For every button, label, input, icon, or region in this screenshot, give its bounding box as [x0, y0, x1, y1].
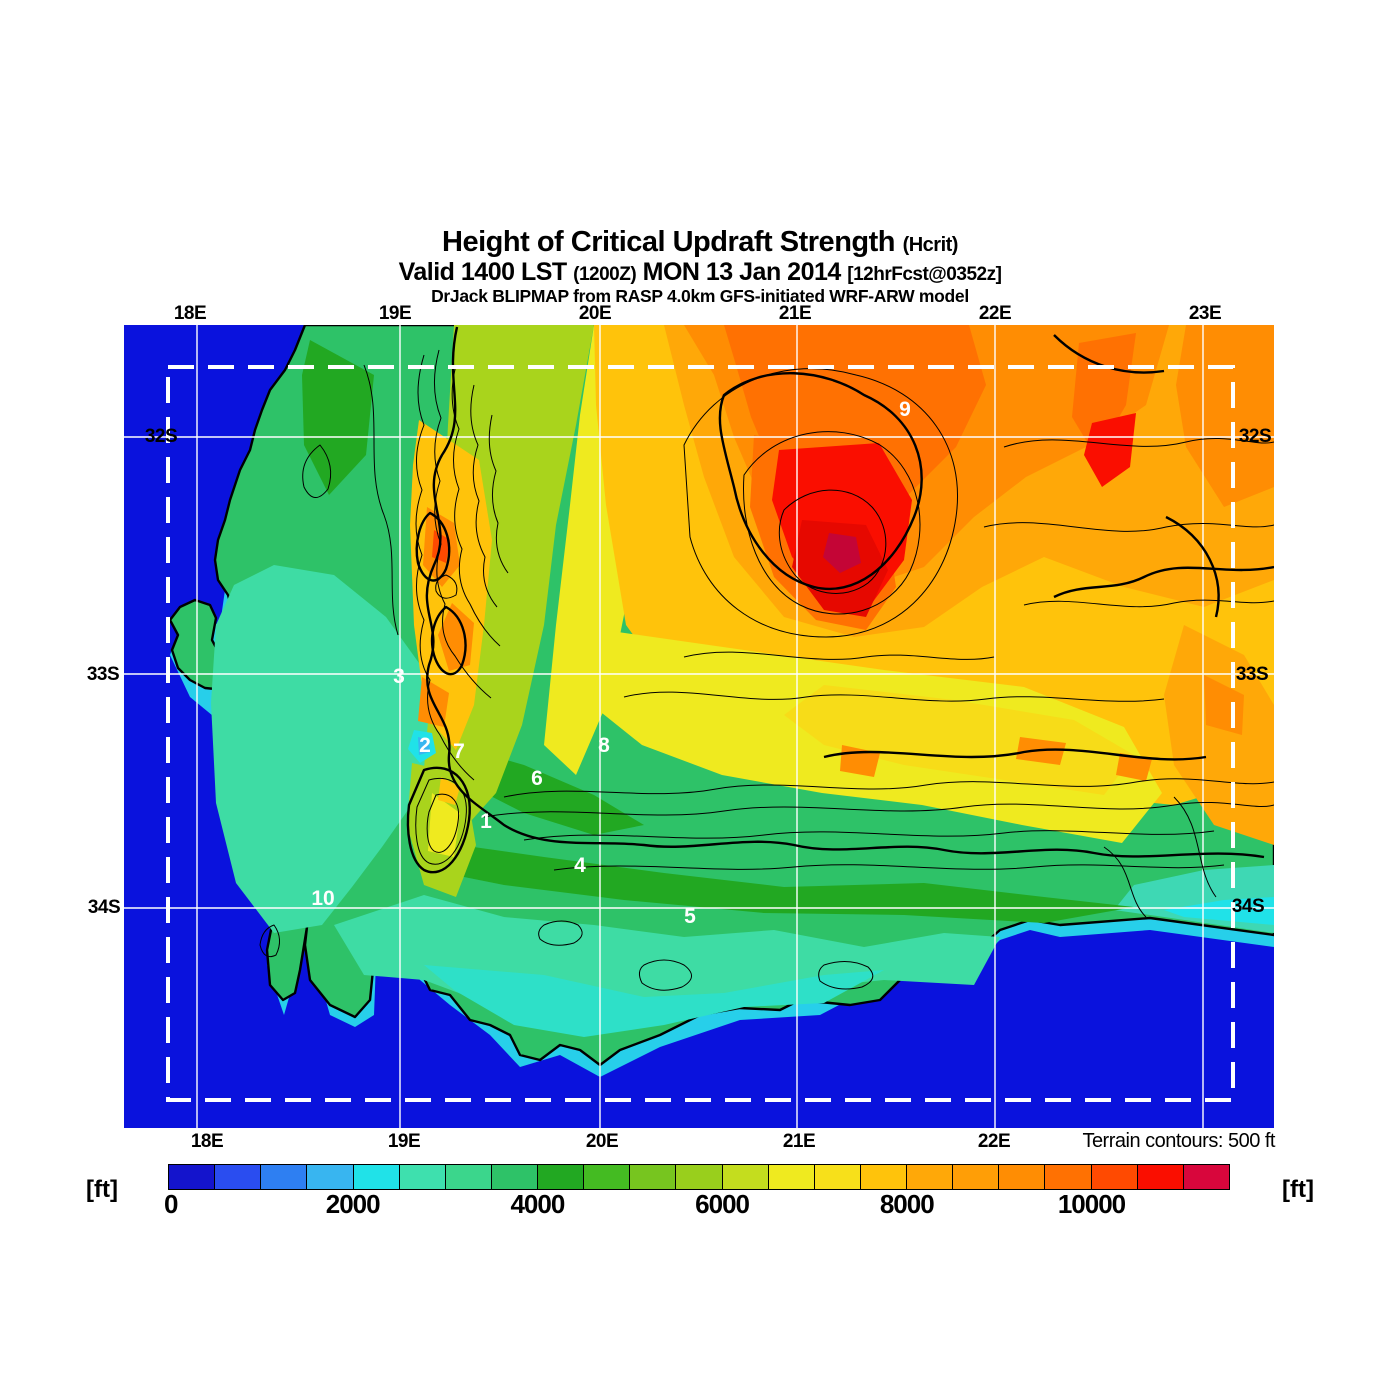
lon-label-top-18e: 18E	[173, 303, 207, 324]
colorbar-segment	[584, 1165, 631, 1189]
waypoint-label-4: 4	[574, 854, 586, 877]
fill-amber-right	[1164, 625, 1274, 845]
colorbar-segment	[953, 1165, 1000, 1189]
colorbar-tick-0: 0	[163, 1189, 179, 1219]
lat-label-left-32s: 32S	[144, 426, 178, 447]
title-suffix: (Hcrit)	[902, 234, 959, 256]
colorbar-segment	[676, 1165, 723, 1189]
fill-darkgreen-south	[424, 840, 1134, 923]
colorbar-unit-left: [ft]	[86, 1176, 118, 1203]
colorbar-segment	[491, 1165, 538, 1189]
colorbar-tick-8000: 8000	[879, 1189, 935, 1219]
terrain-contours-note: Terrain contours: 500 ft	[1082, 1130, 1275, 1152]
lat-label-left-33s: 33S	[86, 664, 120, 685]
colorbar-segment	[169, 1165, 216, 1189]
colorbar-ticks: 0 2000 4000 6000 8000 10000	[164, 1189, 1230, 1221]
colorbar-segment	[1045, 1165, 1092, 1189]
fill-gold-plain	[784, 685, 1134, 795]
model-line: DrJack BLIPMAP from RASP 4.0km GFS-initi…	[431, 285, 969, 306]
terrain-contours	[259, 349, 1274, 991]
colorbar-tick-6000: 6000	[695, 1189, 750, 1219]
lon-label-bottom-22e: 22E	[977, 1131, 1011, 1152]
waypoint-label-6: 6	[531, 767, 543, 790]
valid-zulu: (1200Z)	[573, 264, 637, 286]
map-svg	[124, 325, 1274, 1128]
valid-date: MON 13 Jan 2014	[642, 258, 842, 287]
model-domain-box	[166, 365, 1235, 1102]
fill-aqua-west	[211, 565, 432, 933]
colorbar-segment	[261, 1165, 308, 1189]
colorbar-segments	[168, 1164, 1230, 1190]
page-title: Height of Critical Updraft Strength (Hcr…	[0, 227, 1400, 257]
lon-label-top-23e: 23E	[1188, 303, 1222, 324]
title-main: Height of Critical Updraft Strength	[442, 226, 895, 258]
fill-orange-right	[1176, 325, 1274, 507]
lon-label-bottom-21e: 21E	[782, 1131, 816, 1152]
colorbar-segment	[630, 1165, 677, 1189]
colorbar-segment	[860, 1165, 907, 1189]
colorbar-segment	[1137, 1165, 1184, 1189]
valid-prefix: Valid 1400 LST	[398, 258, 568, 287]
lon-label-top-21e: 21E	[778, 303, 812, 324]
lat-label-right-32s: 32S	[1238, 426, 1272, 447]
waypoint-label-3: 3	[393, 665, 405, 688]
lon-label-top-19e: 19E	[378, 303, 412, 324]
waypoint-label-5: 5	[684, 905, 696, 928]
lon-label-bottom-18e: 18E	[190, 1131, 224, 1152]
lat-label-right-34s: 34S	[1231, 896, 1265, 917]
colorbar-tick-2000: 2000	[325, 1189, 381, 1219]
fill-cyan-south	[424, 965, 884, 1037]
valid-fcst: [12hrFcst@0352z]	[847, 264, 1002, 286]
fill-langeberg-3	[1116, 753, 1152, 781]
lon-label-bottom-20e: 20E	[585, 1131, 619, 1152]
forecast-map: 1 2 3 4 5 6 7 8 9 10	[124, 325, 1274, 1128]
graticule	[124, 325, 1274, 1128]
colorbar-tick-4000: 4000	[510, 1189, 565, 1219]
fill-maroon	[823, 533, 861, 573]
lon-label-top-22e: 22E	[978, 303, 1012, 324]
colorbar-segment	[353, 1165, 400, 1189]
colorbar-segment	[1091, 1165, 1138, 1189]
colorbar-segment	[722, 1165, 769, 1189]
waypoint-label-1: 1	[480, 810, 492, 833]
lon-label-bottom-19e: 19E	[387, 1131, 421, 1152]
colorbar-segment	[814, 1165, 861, 1189]
fill-cyan-se	[1164, 897, 1274, 925]
waypoint-label-8: 8	[598, 734, 610, 757]
fill-cederberg-gold	[410, 420, 492, 750]
colorbar-segment	[445, 1165, 492, 1189]
fill-red-ne	[1084, 413, 1136, 487]
fill-blue-wp2	[418, 737, 430, 755]
colorbar-segment	[399, 1165, 446, 1189]
colorbar-segment	[307, 1165, 354, 1189]
colorbar-segment	[907, 1165, 954, 1189]
colorbar-segment	[768, 1165, 815, 1189]
colorbar-segment	[215, 1165, 262, 1189]
colorbar-tick-10000: 10000	[1057, 1189, 1126, 1219]
lat-label-left-34s: 34S	[87, 897, 121, 918]
colorbar-segment	[1183, 1165, 1229, 1189]
fill-darkgreen-nw	[302, 340, 374, 495]
valid-line: Valid 1400 LST (1200Z) MON 13 Jan 2014 […	[0, 259, 1400, 285]
fill-redorange-ne	[1072, 333, 1136, 457]
colorbar-segment	[999, 1165, 1046, 1189]
colorbar-unit-right: [ft]	[1282, 1176, 1314, 1203]
fill-boland-gold	[438, 777, 460, 805]
waypoint-label-9: 9	[899, 398, 911, 421]
waypoint-label-10: 10	[311, 887, 335, 910]
lat-label-right-33s: 33S	[1235, 664, 1269, 685]
lon-label-top-20e: 20E	[578, 303, 612, 324]
title-block: Height of Critical Updraft Strength (Hcr…	[0, 227, 1400, 305]
colorbar-segment	[538, 1165, 585, 1189]
waypoint-label-2: 2	[419, 734, 431, 757]
waypoint-label-7: 7	[453, 740, 465, 763]
